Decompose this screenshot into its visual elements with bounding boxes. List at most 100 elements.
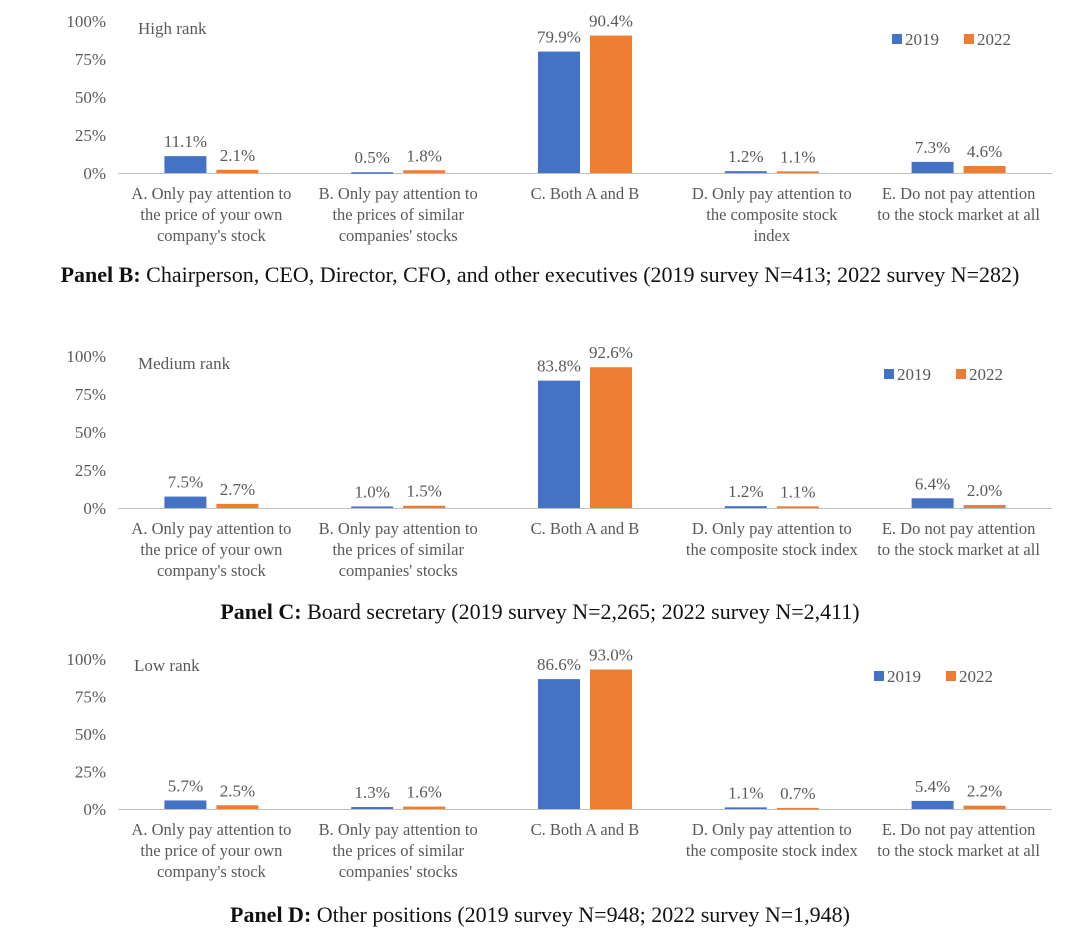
bar-2019 xyxy=(351,506,394,508)
data-label-2019: 0.5% xyxy=(354,148,389,167)
data-label-2022: 2.0% xyxy=(967,481,1002,500)
bar-2022 xyxy=(776,506,819,508)
legend-swatch-2019 xyxy=(892,34,902,44)
data-label-2019: 1.2% xyxy=(728,482,763,501)
panel-title: Medium rank xyxy=(138,354,231,373)
data-label-2022: 2.7% xyxy=(220,480,255,499)
bar-2019 xyxy=(911,800,954,809)
category-label: A. Only pay attention to xyxy=(131,820,291,839)
bar-2019 xyxy=(538,51,580,173)
legend-label-2019: 2019 xyxy=(887,667,921,686)
caption-text: Board secretary (2019 survey N=2,265; 20… xyxy=(301,599,860,624)
legend-label-2022: 2022 xyxy=(959,667,993,686)
bar-2022 xyxy=(776,171,819,173)
data-label-2022: 2.1% xyxy=(220,146,255,165)
caption-label: Panel D: xyxy=(230,902,312,927)
category-label: A. Only pay attention to xyxy=(131,184,291,203)
data-label-2019: 79.9% xyxy=(537,28,581,47)
category-label: E. Do not pay attention xyxy=(882,184,1036,203)
category-label: B. Only pay attention to xyxy=(319,519,478,538)
caption-panel-b: Panel B: Chairperson, CEO, Director, CFO… xyxy=(0,258,1080,292)
bar-2022 xyxy=(216,169,259,173)
data-label-2022: 2.5% xyxy=(220,781,255,800)
bar-2022 xyxy=(216,503,259,508)
data-label-2019: 1.2% xyxy=(728,147,763,166)
legend-label-2022: 2022 xyxy=(977,30,1011,49)
legend-swatch-2019 xyxy=(874,671,884,681)
data-label-2019: 86.6% xyxy=(537,655,581,674)
bar-2022 xyxy=(776,807,819,810)
bar-2022 xyxy=(590,367,632,508)
data-label-2022: 1.1% xyxy=(780,482,815,501)
y-tick-label: 75% xyxy=(75,50,106,69)
chart-svg: 0% 25% 50% 75% 100% Medium rank 2019 2022 7.5% 2.… xyxy=(66,343,1052,580)
data-label-2022: 1.1% xyxy=(780,147,815,166)
category-label: the price of your own xyxy=(140,205,282,224)
category-label: C. Both A and B xyxy=(531,184,640,203)
legend: 2019 2022 xyxy=(892,30,1011,49)
data-label-2019: 1.3% xyxy=(354,783,389,802)
data-label-2019: 11.1% xyxy=(164,132,207,151)
panel-title: High rank xyxy=(138,19,207,38)
category-label: E. Do not pay attention xyxy=(882,519,1036,538)
bar-2019 xyxy=(911,498,954,508)
legend: 2019 2022 xyxy=(874,667,993,686)
data-label-2019: 5.7% xyxy=(168,776,203,795)
data-label-2022: 1.5% xyxy=(406,482,441,501)
category-label: to the stock market at all xyxy=(877,205,1040,224)
data-label-2022: 2.2% xyxy=(967,782,1002,801)
chart-svg: 0% 25% 50% 75% 100% Low rank 2019 2022 5.7% 2.5% A… xyxy=(66,646,1052,881)
data-label-2022: 0.7% xyxy=(780,784,815,803)
bar-2022 xyxy=(403,806,446,809)
category-label: D. Only pay attention to xyxy=(692,184,852,203)
category-label: the prices of similar xyxy=(332,540,464,559)
category-label: D. Only pay attention to xyxy=(692,519,852,538)
category-label: companies' stocks xyxy=(339,561,458,580)
category-label: to the stock market at all xyxy=(877,540,1040,559)
caption-text: Chairperson, CEO, Director, CFO, and oth… xyxy=(140,262,1020,287)
bar-2019 xyxy=(164,800,207,809)
y-tick-label: 0% xyxy=(83,499,106,518)
category-label: C. Both A and B xyxy=(531,820,640,839)
bar-2019 xyxy=(164,156,207,173)
category-label: index xyxy=(753,226,790,245)
data-label-2019: 83.8% xyxy=(537,357,581,376)
y-tick-label: 0% xyxy=(83,164,106,183)
caption-panel-c: Panel C: Board secretary (2019 survey N=… xyxy=(0,595,1080,629)
caption-label: Panel B: xyxy=(60,262,141,287)
bar-2022 xyxy=(590,669,632,809)
category-label: companies' stocks xyxy=(339,862,458,881)
data-label-2022: 1.8% xyxy=(406,146,441,165)
data-label-2022: 1.6% xyxy=(406,783,441,802)
y-tick-label: 50% xyxy=(75,725,106,744)
bar-2022 xyxy=(216,805,259,809)
caption-panel-d: Panel D: Other positions (2019 survey N=… xyxy=(0,898,1080,932)
bar-2019 xyxy=(351,807,394,809)
category-label: the composite stock xyxy=(706,205,838,224)
bar-2019 xyxy=(538,679,580,809)
chart-svg: 0% 25% 50% 75% 100% High rank 2019 2022 11.1% 2.1… xyxy=(66,12,1052,245)
y-tick-label: 25% xyxy=(75,461,106,480)
bar-2019 xyxy=(724,171,767,173)
category-label: company's stock xyxy=(157,561,267,580)
category-label: E. Do not pay attention xyxy=(882,820,1036,839)
bar-2019 xyxy=(911,161,954,173)
data-label-2022: 93.0% xyxy=(589,646,633,665)
bar-2022 xyxy=(403,170,446,173)
bar-2019 xyxy=(724,506,767,508)
legend-swatch-2022 xyxy=(946,671,956,681)
data-label-2019: 7.5% xyxy=(168,473,203,492)
y-tick-label: 100% xyxy=(66,650,106,669)
data-label-2022: 92.6% xyxy=(589,343,633,362)
bar-2022 xyxy=(963,504,1006,508)
category-label: the price of your own xyxy=(140,540,282,559)
data-label-2019: 1.1% xyxy=(728,783,763,802)
bar-2019 xyxy=(164,496,207,508)
chart-medium-rank: 0% 25% 50% 75% 100% Medium rank 2019 2022 7.5% 2.… xyxy=(0,335,1080,585)
data-label-2019: 6.4% xyxy=(915,474,950,493)
y-tick-label: 0% xyxy=(83,800,106,819)
category-label: company's stock xyxy=(157,226,267,245)
bar-2019 xyxy=(351,172,394,174)
chart-high-rank: 0% 25% 50% 75% 100% High rank 2019 2022 11.1% 2.1… xyxy=(0,0,1080,250)
category-label: the composite stock index xyxy=(686,841,859,860)
